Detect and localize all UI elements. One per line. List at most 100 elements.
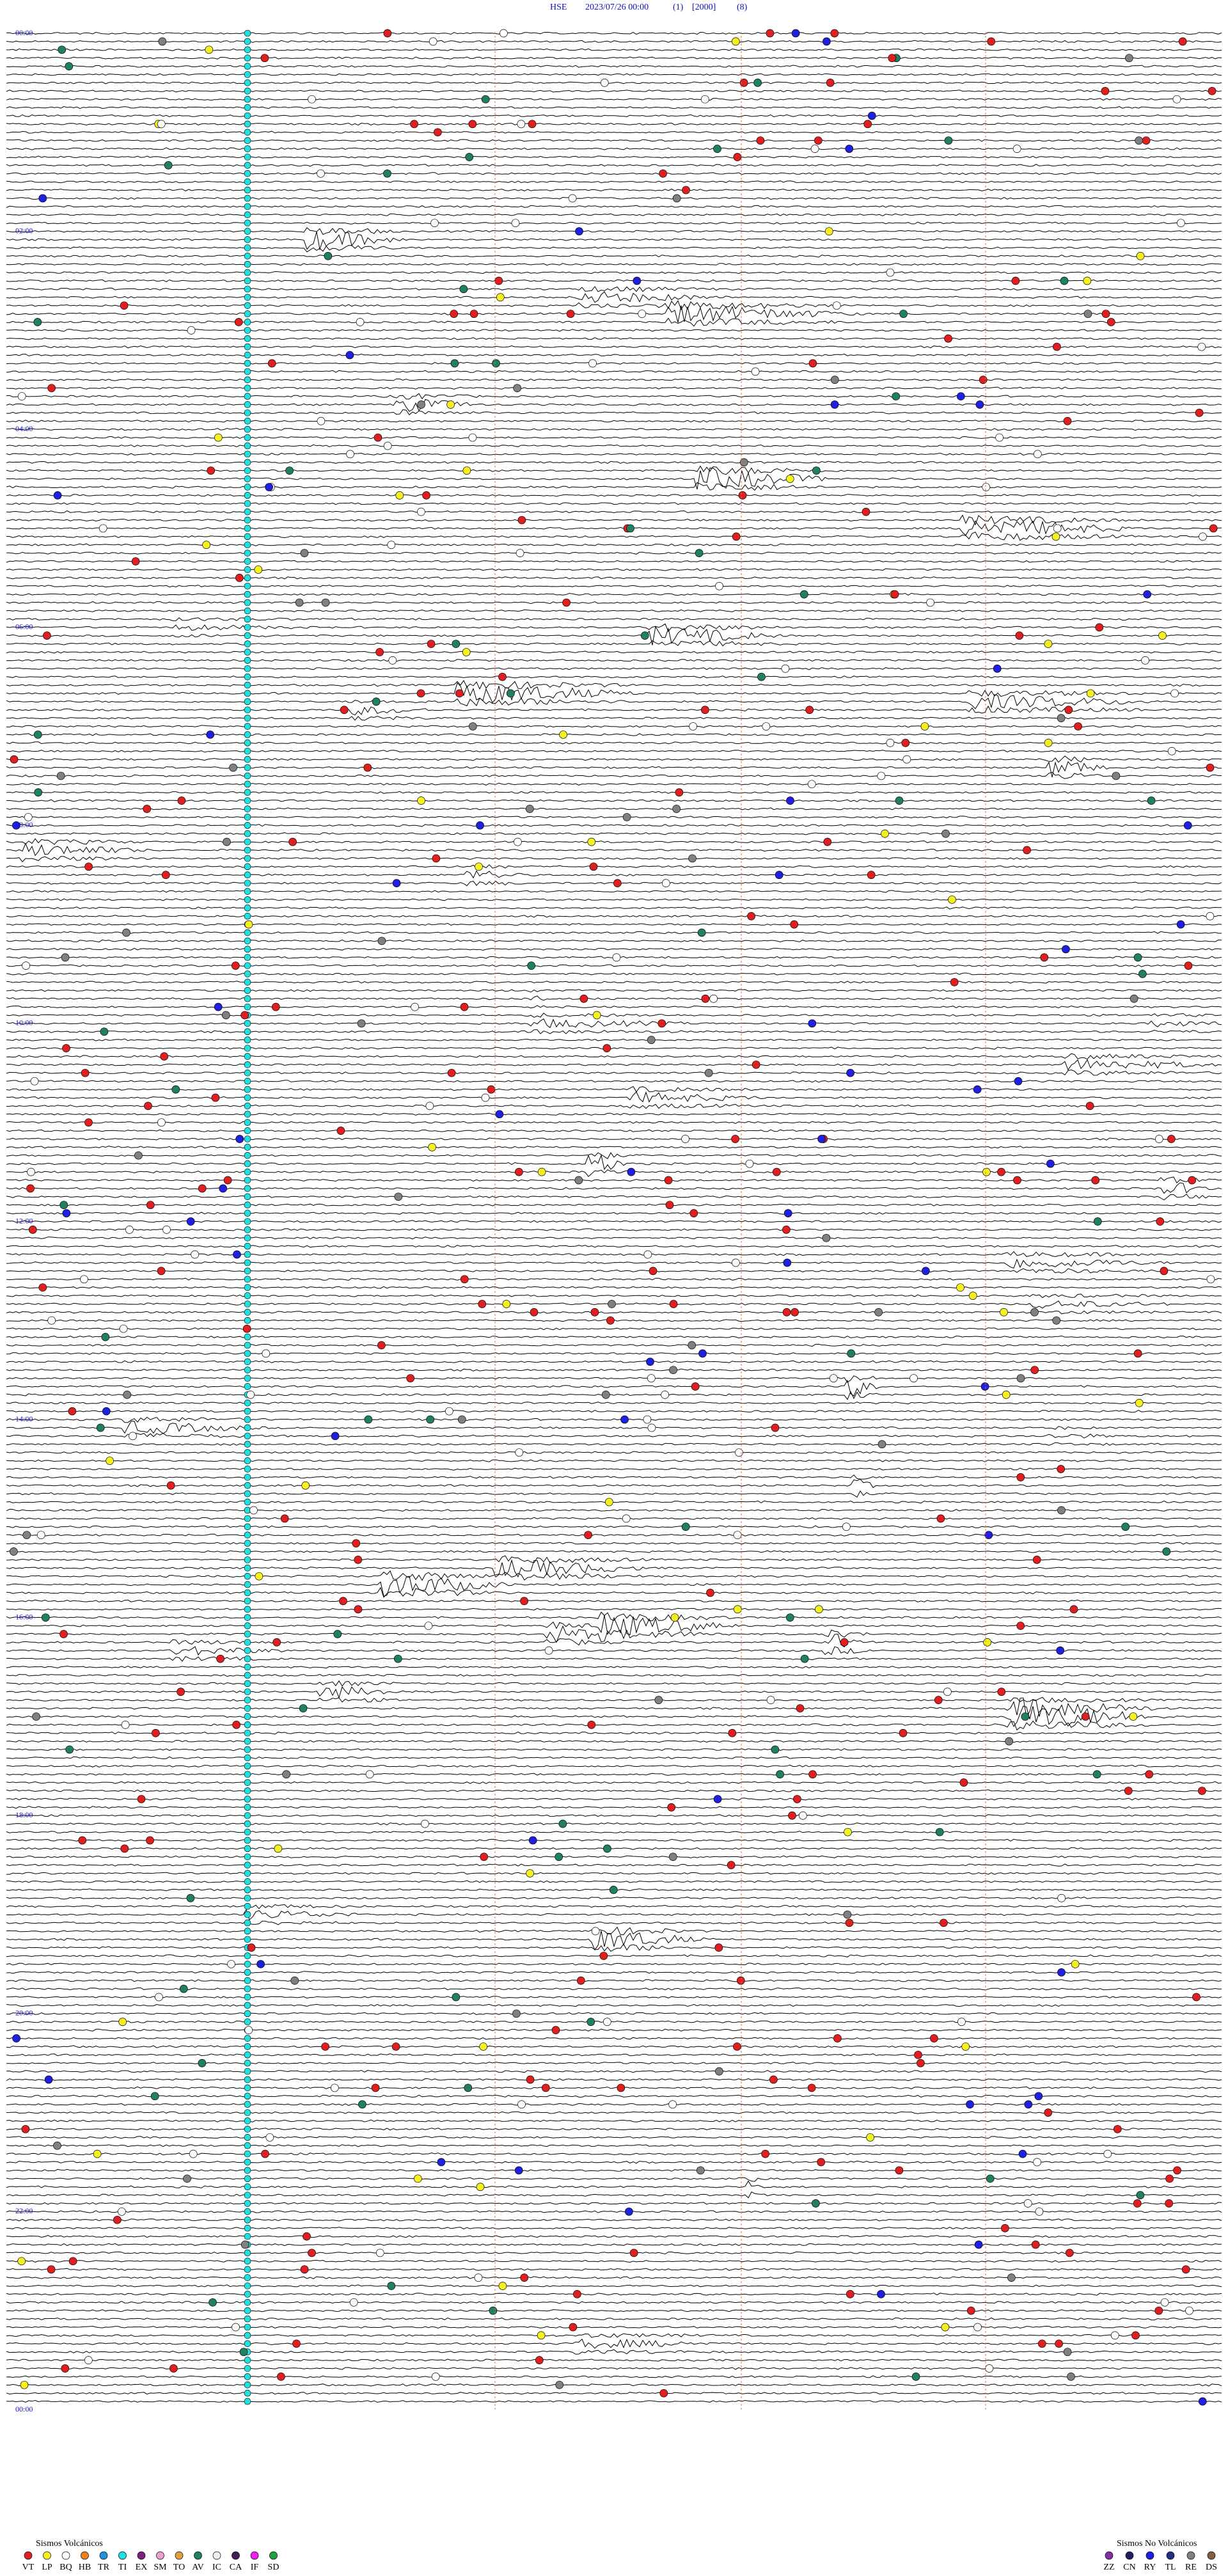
event-dot: [701, 994, 710, 1003]
ti-marker: [244, 789, 251, 796]
event-dot: [30, 1077, 39, 1086]
legend-code: DS: [1206, 2563, 1217, 2572]
ti-marker: [244, 632, 251, 639]
event-dot: [1147, 796, 1156, 805]
event-dot: [643, 1250, 652, 1259]
event-dot: [221, 1011, 230, 1020]
event-dot: [1209, 524, 1218, 533]
seismic-trace: [6, 1091, 1222, 1103]
event-dot: [973, 2323, 982, 2332]
seismic-trace: [6, 1931, 1222, 1951]
event-dot: [700, 95, 709, 104]
event-dot: [152, 1728, 160, 1737]
event-dot: [416, 689, 425, 698]
event-dot: [502, 1300, 511, 1308]
event-dot: [202, 541, 210, 549]
event-dot: [1033, 2158, 1041, 2167]
event-dot: [1198, 1787, 1206, 1795]
event-dot: [1167, 1135, 1176, 1143]
ti-marker: [244, 780, 251, 788]
seismic-trace: [6, 180, 1222, 184]
seismic-trace: [6, 2144, 1222, 2147]
event-dot: [807, 780, 816, 789]
seismic-trace: [6, 640, 1222, 647]
event-dot: [823, 837, 832, 846]
ti-marker: [244, 335, 251, 342]
ti-marker: [244, 2059, 251, 2067]
ti-marker: [244, 194, 251, 202]
event-dot: [612, 953, 621, 962]
ti-marker: [244, 755, 251, 763]
event-dot: [603, 1844, 611, 1853]
ti-marker: [244, 1820, 251, 1828]
event-dot: [10, 1547, 18, 1556]
event-dot: [339, 1597, 347, 1606]
ti-marker: [244, 1020, 251, 1027]
ti-marker: [244, 673, 251, 681]
event-dot: [808, 1019, 817, 1028]
event-dot: [715, 2067, 723, 2076]
event-dot: [102, 1407, 111, 1416]
event-dot: [1208, 86, 1216, 95]
seismic-trace: [6, 592, 1222, 596]
event-dot: [530, 1308, 539, 1316]
seismic-trace: [6, 345, 1222, 349]
event-dot: [431, 2373, 440, 2381]
seismic-trace: [6, 468, 1222, 490]
legend-dot: [43, 2551, 51, 2560]
seismic-trace: [6, 2012, 1222, 2016]
event-dot: [249, 1506, 258, 1515]
event-dot: [805, 706, 814, 715]
event-dot: [914, 2050, 922, 2059]
event-dot: [365, 1770, 374, 1779]
event-dot: [817, 1135, 826, 1143]
seismic-trace: [6, 1814, 1222, 1817]
legend-dot: [212, 2551, 221, 2560]
seismic-trace: [6, 2191, 1222, 2199]
seismic-trace: [6, 514, 1222, 526]
ti-marker: [244, 1210, 251, 1217]
event-dot: [817, 2158, 826, 2167]
event-dot: [299, 1704, 308, 1712]
event-dot: [979, 375, 988, 384]
seismic-trace: [6, 1490, 1222, 1498]
event-dot: [622, 1514, 631, 1523]
seismic-trace: [6, 1500, 1222, 1504]
ti-marker: [244, 1474, 251, 1481]
event-dot: [747, 912, 755, 921]
event-dot: [562, 598, 571, 607]
event-dot: [239, 2348, 248, 2357]
event-dot: [233, 1250, 241, 1259]
event-dot: [452, 1993, 460, 2002]
ti-marker: [244, 1936, 251, 1943]
event-dot: [460, 1002, 469, 1011]
seismic-trace: [6, 750, 1222, 753]
seismic-trace: [6, 782, 1222, 786]
event-dot: [290, 1976, 299, 1985]
event-dot: [432, 854, 441, 863]
seismic-trace: [6, 56, 1222, 59]
event-dot: [709, 994, 718, 1003]
seismic-trace: [6, 510, 1222, 514]
ti-marker: [244, 1631, 251, 1638]
event-dot: [590, 1308, 599, 1316]
event-dot: [1063, 416, 1072, 425]
event-dot: [661, 1391, 669, 1399]
seismic-trace: [6, 1018, 1222, 1029]
seismic-trace: [6, 2094, 1222, 2098]
event-dot: [602, 1044, 611, 1052]
ti-marker: [244, 995, 251, 1002]
seismic-trace: [6, 890, 1222, 893]
event-dot: [948, 896, 956, 904]
legend-code: TL: [1165, 2563, 1176, 2572]
ti-marker: [244, 1160, 251, 1167]
seismic-trace: [6, 1559, 1222, 1578]
ti-marker: [244, 1548, 251, 1555]
event-dot: [1012, 145, 1021, 153]
seismic-trace: [6, 576, 1222, 580]
event-dot: [874, 1308, 883, 1316]
ti-marker: [244, 624, 251, 631]
event-dot: [930, 2034, 938, 2043]
seismic-trace: [6, 1442, 1222, 1446]
header-field: (8): [737, 3, 748, 12]
